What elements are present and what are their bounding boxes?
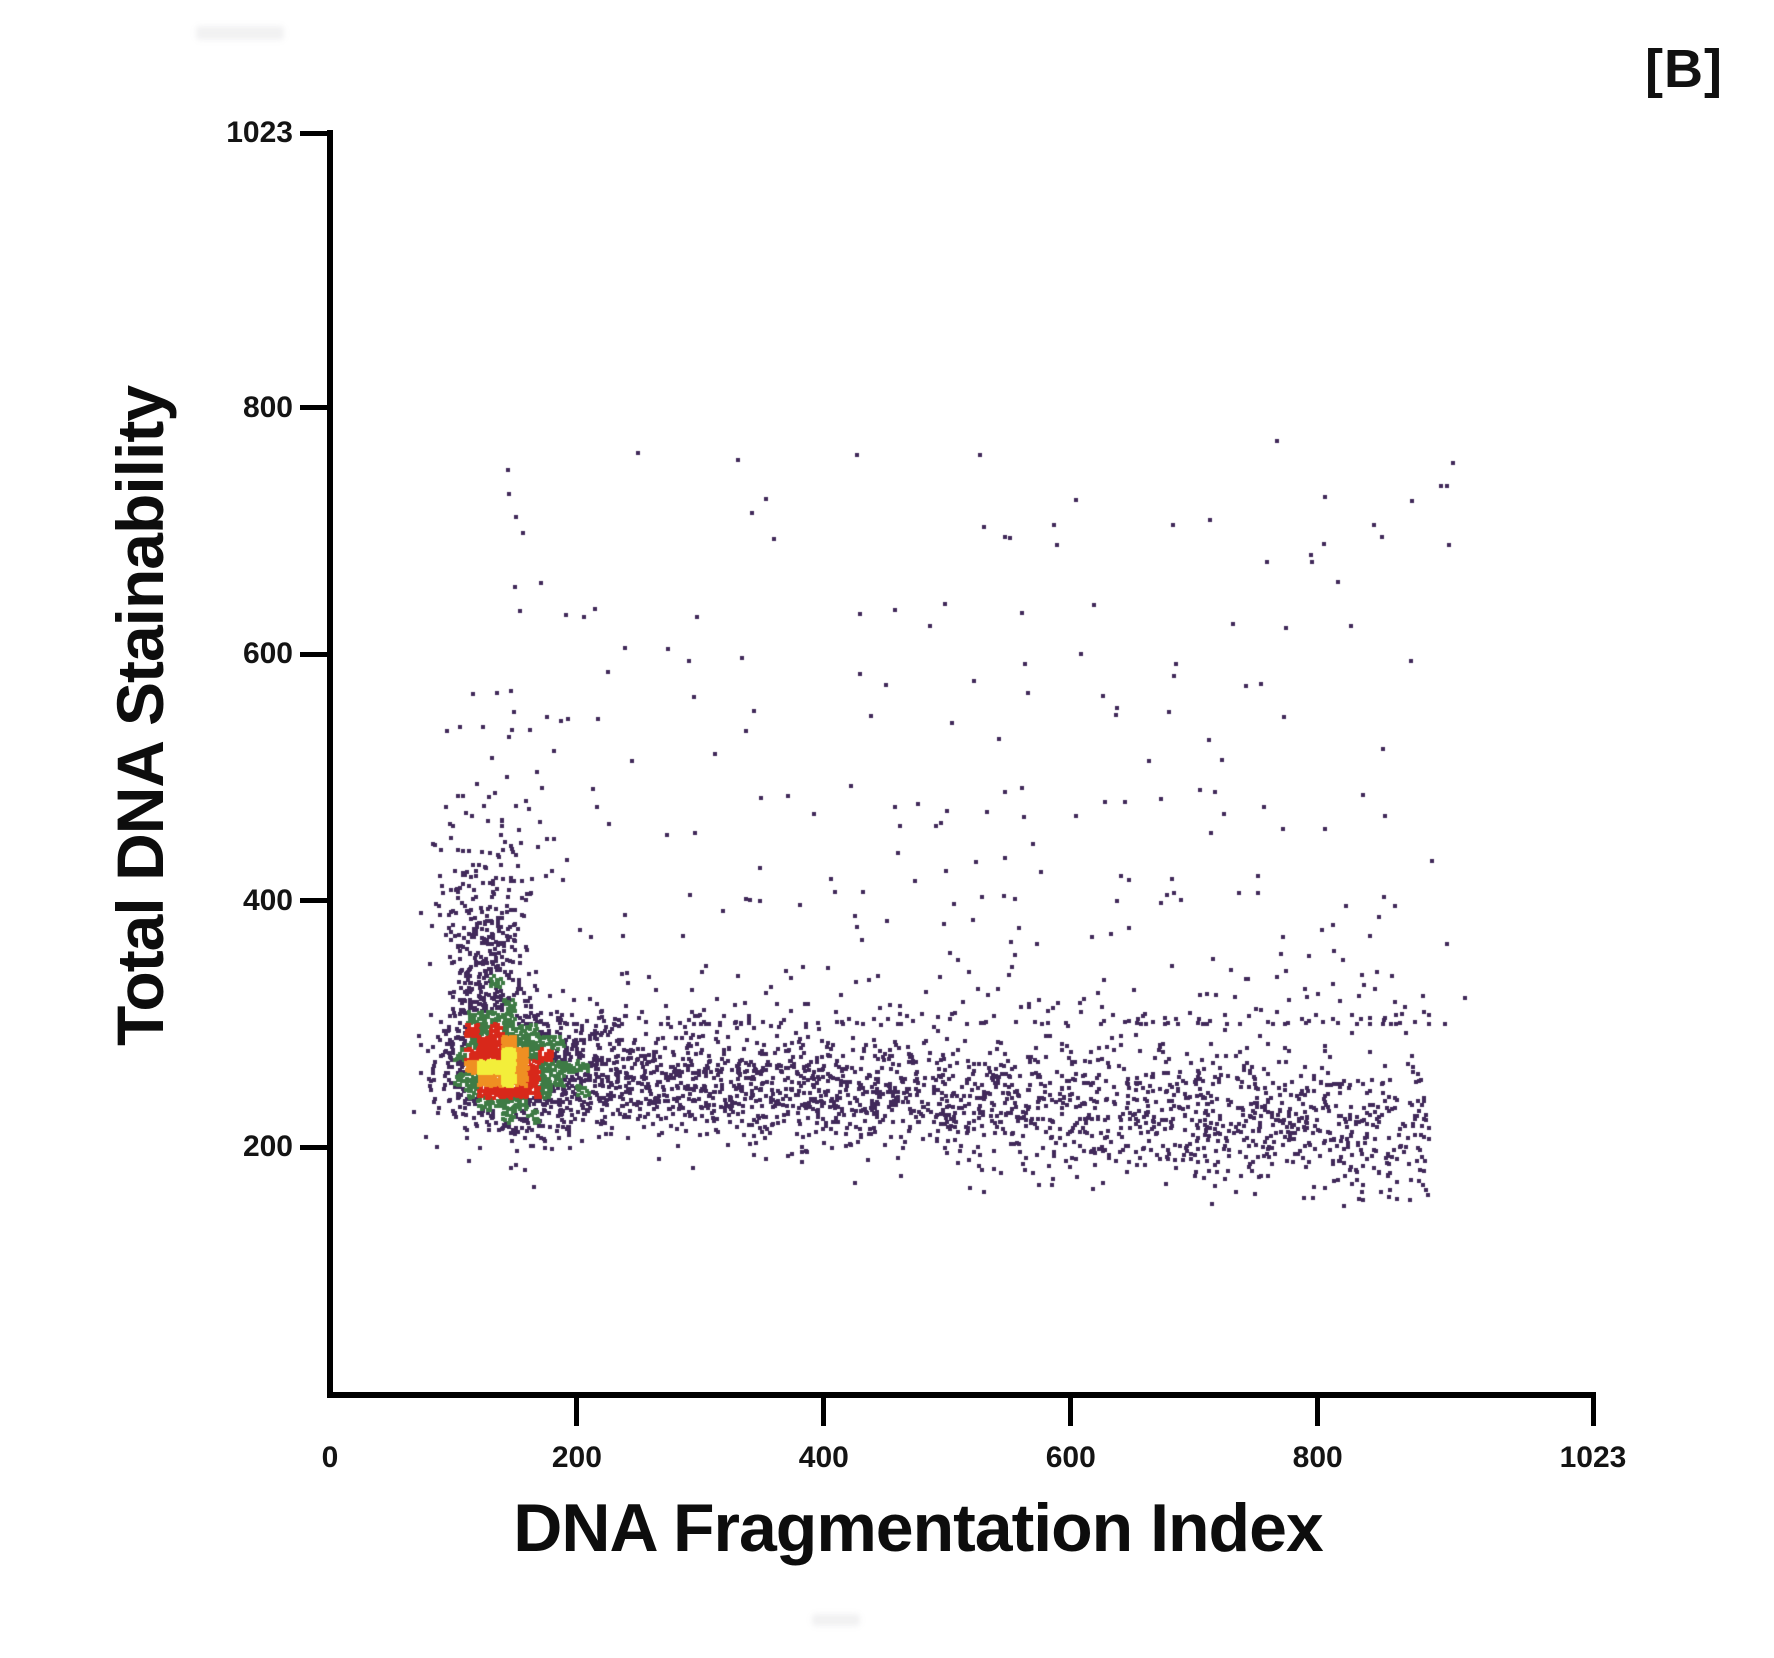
faint-artifact-top (196, 26, 284, 40)
y-tick-mark (300, 1144, 328, 1150)
x-tick-mark (1590, 1398, 1596, 1426)
y-axis-line (327, 130, 333, 1398)
x-tick-label: 200 (551, 1441, 602, 1474)
y-tick-label: 1023 (226, 116, 293, 149)
y-tick-label: 200 (242, 1130, 293, 1164)
y-tick-label: 400 (242, 883, 293, 917)
y-tick-mark (300, 651, 328, 657)
x-tick-mark (821, 1398, 827, 1426)
panel-label: [B] (1645, 39, 1723, 99)
y-tick-mark (300, 405, 328, 411)
x-tick-label: 800 (1292, 1441, 1343, 1474)
x-tick-label: 1023 (1559, 1441, 1627, 1474)
x-tick-label: 400 (798, 1441, 849, 1474)
x-axis-line (327, 1392, 1596, 1398)
scatter-plot-canvas (330, 133, 1593, 1394)
x-tick-mark (1068, 1398, 1074, 1426)
y-tick-label: 800 (242, 390, 293, 424)
x-tick-label: 600 (1045, 1441, 1096, 1474)
x-axis-title: DNA Fragmentation Index (513, 1490, 1323, 1566)
y-tick-label: 600 (242, 637, 293, 671)
y-axis-title: Total DNA Stainability (103, 385, 177, 1047)
y-tick-mark (300, 898, 328, 904)
y-tick-mark (300, 130, 328, 136)
x-tick-mark (574, 1398, 580, 1426)
x-tick-mark (1315, 1398, 1321, 1426)
x-tick-label: 0 (321, 1441, 339, 1474)
faint-artifact-bottom (812, 1614, 860, 1626)
